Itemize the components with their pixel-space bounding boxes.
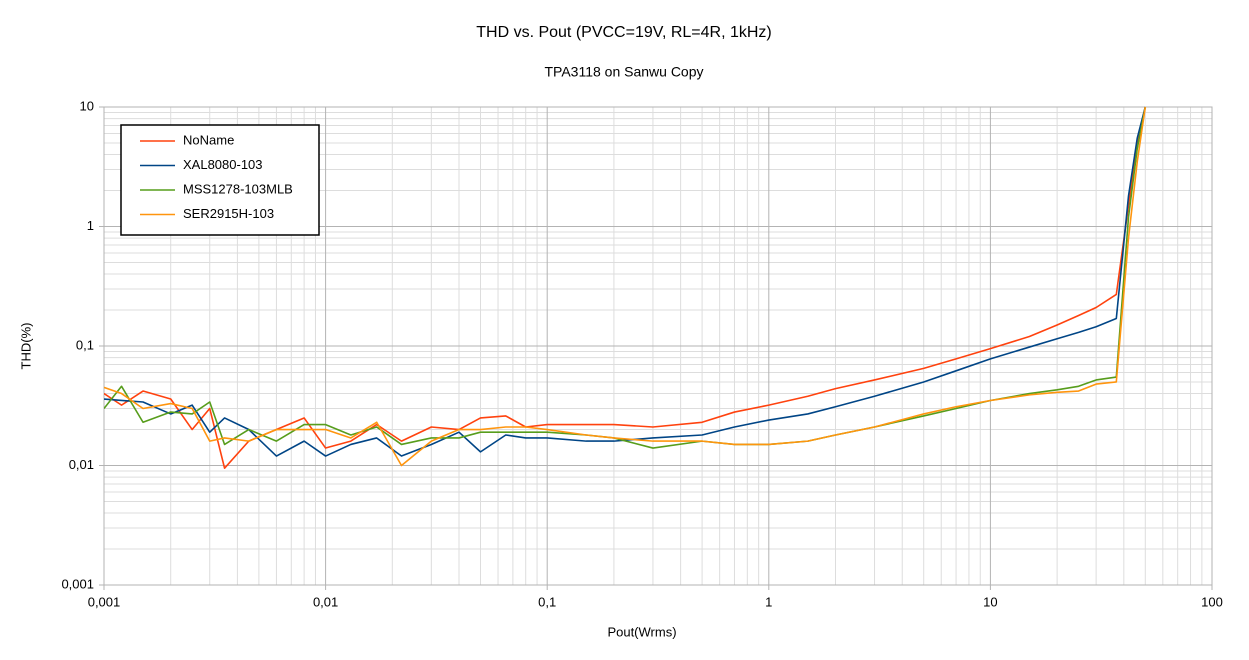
y-tick-label: 1 [87,218,94,233]
legend: NoName XAL8080-103 MSS1278-103MLB SER2915H-… [120,124,320,236]
x-tick-label: 0,001 [88,594,121,609]
plot-lines [104,106,1147,469]
y-axis-label: THD(%) [18,323,33,370]
y-tick-label: 0,001 [61,576,94,591]
legend-label: NoName [183,132,234,147]
y-tick-label: 0,01 [69,457,94,472]
plot-frame [103,106,1213,586]
x-tick-label: 10 [983,594,997,609]
legend-box [120,124,320,236]
x-tick-label: 0,1 [538,594,556,609]
grid [99,106,1213,590]
chart-title: THD vs. Pout (PVCC=19V, RL=4R, 1kHz) [476,24,772,41]
y-tick-label: 10 [80,98,94,113]
legend-label: SER2915H-103 [183,206,274,221]
x-axis-label: Pout(Wrms) [607,624,676,639]
x-tick-label: 1 [765,594,772,609]
x-tick-label: 100 [1201,594,1223,609]
series-line [104,106,1147,457]
x-tick-label: 0,01 [313,594,338,609]
series-line [104,106,1147,449]
chart-subtitle: TPA3118 on Sanwu Copy [544,64,703,80]
legend-label: XAL8080-103 [183,157,263,172]
y-tick-label: 0,1 [76,337,94,352]
series-line [104,106,1147,469]
series-line [104,106,1147,467]
legend-label: MSS1278-103MLB [183,181,293,196]
